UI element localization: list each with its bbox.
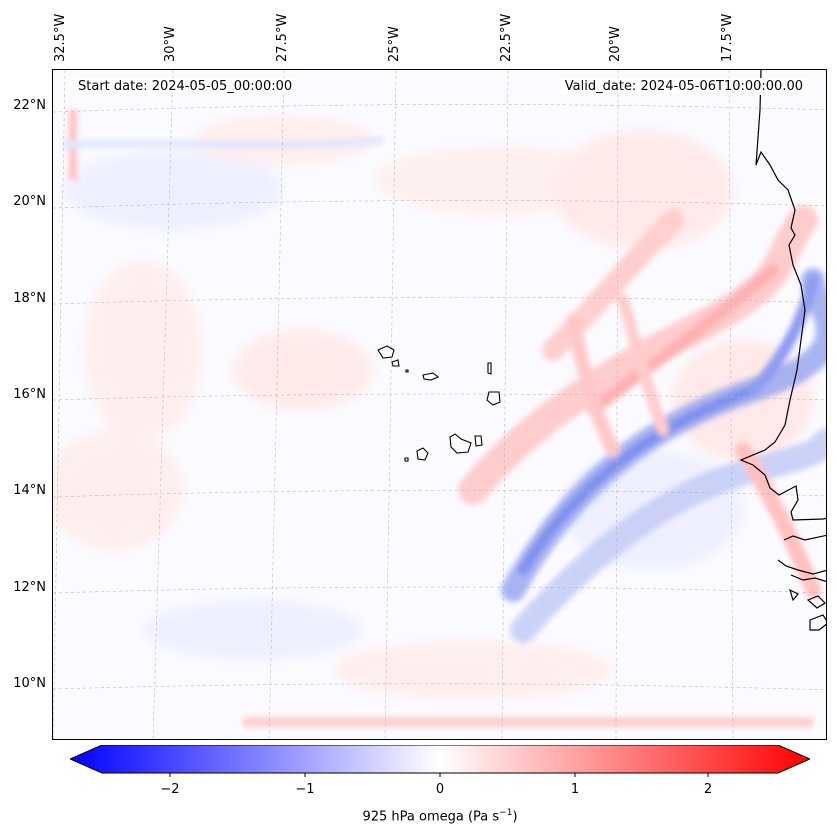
lat-tick-18n: 18°N [13, 291, 46, 306]
lon-tick-30w: 30°W [163, 26, 178, 62]
colorbar-tick-0: 0 [435, 782, 445, 797]
lat-tick-10n: 10°N [13, 676, 46, 691]
africa-coastline [739, 70, 826, 631]
start-date-label: Start date: 2024-05-05_00:00:00 [74, 78, 297, 95]
lon-tick-25w: 25°W [387, 26, 402, 62]
cabo-verde-islands [377, 345, 501, 462]
omega-band-features [62, 110, 826, 727]
colorbar-label-text: 925 hPa omega (Pa s [362, 809, 500, 825]
colorbar-tick-minus1: −1 [295, 782, 315, 797]
lat-tick-14n: 14°N [13, 483, 46, 498]
valid-date-label: Valid_date: 2024-05-06T10:00:00.00 [560, 78, 807, 95]
colorbar-tick-2: 2 [703, 782, 713, 797]
colorbar-tick-1: 1 [570, 782, 580, 797]
omega-field-map [53, 70, 826, 739]
colorbar-label: 925 hPa omega (Pa s−1) [0, 808, 837, 824]
lon-tick-32.5w: 32.5°W [53, 13, 68, 62]
lon-tick-22.5w: 22.5°W [499, 13, 514, 62]
colorbar-gradient [70, 745, 810, 774]
lat-tick-20n: 20°N [13, 194, 46, 209]
lon-tick-27.5w: 27.5°W [275, 13, 290, 62]
map-graticule [53, 70, 826, 739]
omega-colorbar [70, 745, 810, 777]
colorbar-tick-minus2: −2 [160, 782, 180, 797]
map-panel [52, 69, 827, 740]
lat-tick-16n: 16°N [13, 387, 46, 402]
lat-tick-12n: 12°N [13, 580, 46, 595]
colorbar-label-end: ) [512, 809, 518, 825]
lat-tick-22n: 22°N [13, 98, 46, 113]
colorbar-label-superscript: −1 [499, 808, 513, 818]
lon-tick-17.5w: 17.5°W [720, 13, 735, 62]
lon-tick-20w: 20°W [608, 26, 623, 62]
